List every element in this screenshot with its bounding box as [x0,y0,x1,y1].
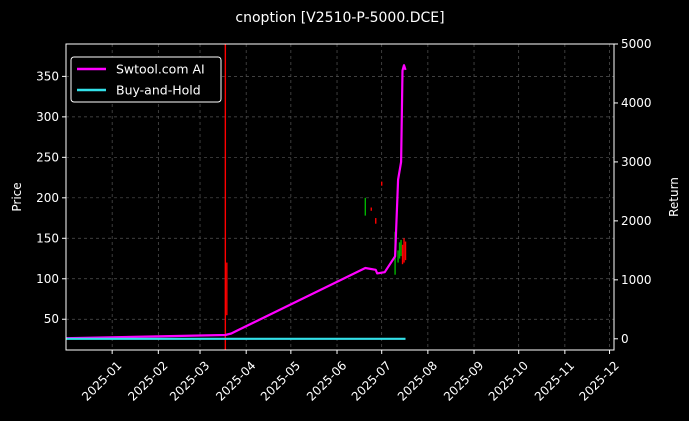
y2-tick-label: 2000 [621,214,652,228]
series-lines [65,64,407,340]
y2-tick-label: 1000 [621,273,652,287]
y-tick-label: 150 [36,231,59,245]
legend-label-bh: Buy-and-Hold [116,83,201,98]
y-tick-label: 350 [36,69,59,83]
y-axis-left: 50 100 150 200 250 300 350 [36,69,66,326]
y-tick-label: 100 [36,272,59,286]
plot-frame [65,43,615,351]
legend-box [70,56,222,103]
y2-tick-label: 5000 [621,37,652,51]
chart-title: cnoption [V2510-P-5000.DCE] [235,10,444,26]
y2-tick-label: 3000 [621,155,652,169]
y-tick-label: 250 [36,150,59,164]
y-axis-right: 0 1000 2000 3000 4000 5000 [614,37,652,346]
y-tick-label: 200 [36,191,59,205]
y-tick-label: 300 [36,110,59,124]
y2-tick-label: 4000 [621,96,652,110]
legend: Swtool.com AI Buy-and-Hold [70,56,222,103]
y2-axis-title: Return [667,177,681,217]
y-axis-title: Price [10,182,24,211]
series-line-0 [65,64,407,340]
legend-label-ai: Swtool.com AI [116,62,205,77]
y-tick-label: 50 [44,312,59,326]
y2-tick-label: 0 [621,332,629,346]
